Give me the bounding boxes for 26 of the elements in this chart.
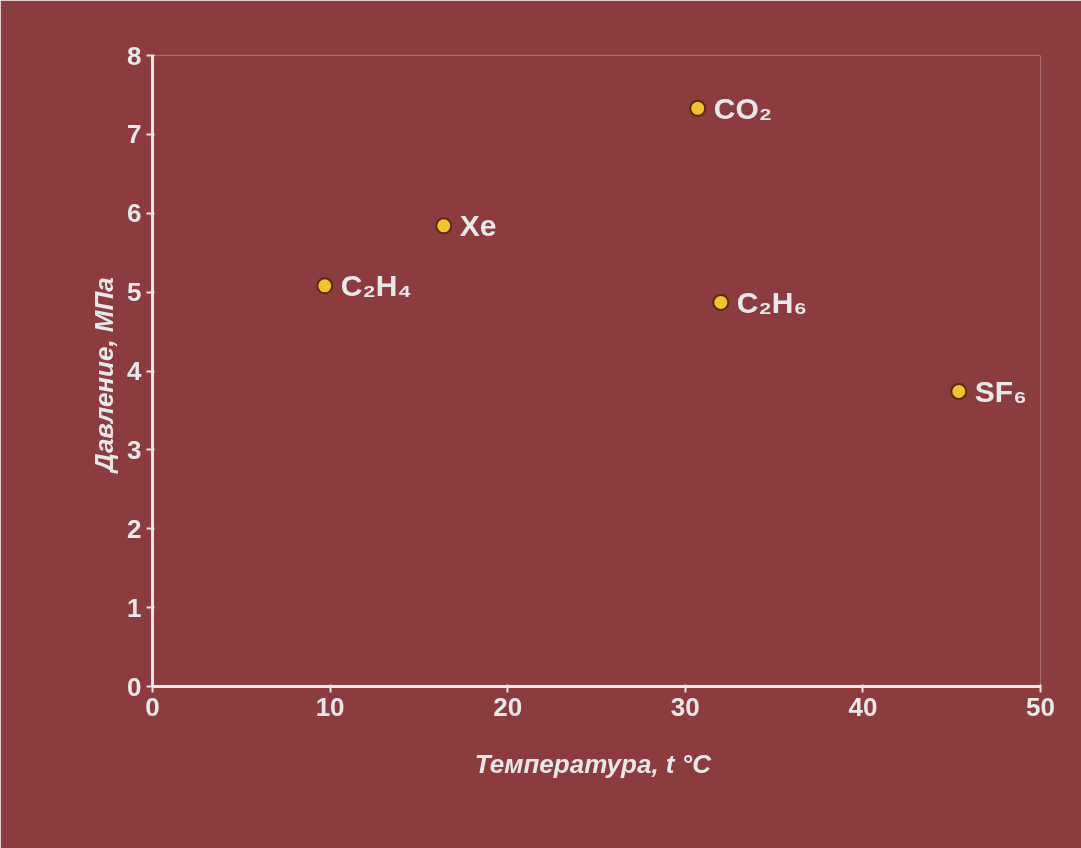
y-tick-label: 4 [127,356,143,386]
y-tick-label: 7 [127,119,142,150]
x-tick-label: 30 [670,691,700,722]
x-axis-title: Температура, t °C [474,748,713,779]
x-tick-label: 40 [848,691,878,722]
annotation: C₂H₆ [736,285,808,319]
x-tick-label: 50 [1026,691,1055,722]
annotation: CO₂ [713,91,773,125]
point [689,99,707,117]
point [435,217,453,235]
annotation: C₂H₄ [340,269,412,303]
y-axis-title: Давление, МПа [89,277,120,474]
x-tick-label: 20 [493,691,523,722]
x-tick-label: 10 [315,691,345,722]
point [950,383,968,400]
y-tick-label: 0 [127,671,142,702]
y-tick-label: 8 [127,40,142,71]
annotation: Xe [459,209,497,243]
point [316,277,334,295]
y-tick-label: 3 [127,434,142,465]
y-tick-label: 5 [127,277,142,308]
y-tick-label: 1 [127,592,142,623]
annotation: SF₆ [974,375,1027,409]
point [712,293,730,311]
y-tick-label: 2 [127,513,142,544]
y-tick-label: 6 [127,198,142,229]
